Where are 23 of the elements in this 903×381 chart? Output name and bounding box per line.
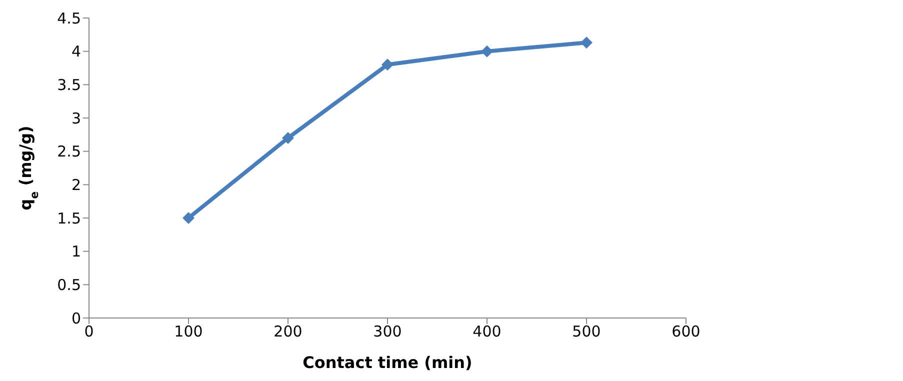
y-tick-label: 1 (71, 242, 81, 261)
y-tick-label: 1.5 (57, 209, 81, 228)
x-tick-label: 100 (174, 322, 203, 341)
y-tick-label: 3 (71, 109, 81, 128)
y-tick-label: 2 (71, 176, 81, 194)
x-tick-label: 0 (84, 322, 94, 341)
y-tick-label: 3.5 (57, 76, 81, 94)
x-tick-label: 200 (274, 322, 302, 341)
x-tick-label: 500 (572, 322, 601, 341)
point (580, 36, 592, 49)
point (182, 212, 194, 224)
x-tick-label: 400 (472, 322, 502, 341)
y-tick-label: 0.5 (57, 276, 81, 294)
point (282, 132, 294, 144)
point (481, 45, 493, 58)
point (382, 58, 394, 71)
x-tick-label: 300 (373, 322, 402, 341)
y-tick-label: 0 (71, 309, 81, 328)
y-tick-label: 4.5 (57, 9, 81, 28)
y-tick-label: 4 (71, 42, 81, 61)
x-axis-title: Contact time (min) (302, 353, 472, 372)
y-tick-label: 2.5 (57, 142, 81, 161)
x-tick-label: 600 (672, 322, 700, 341)
